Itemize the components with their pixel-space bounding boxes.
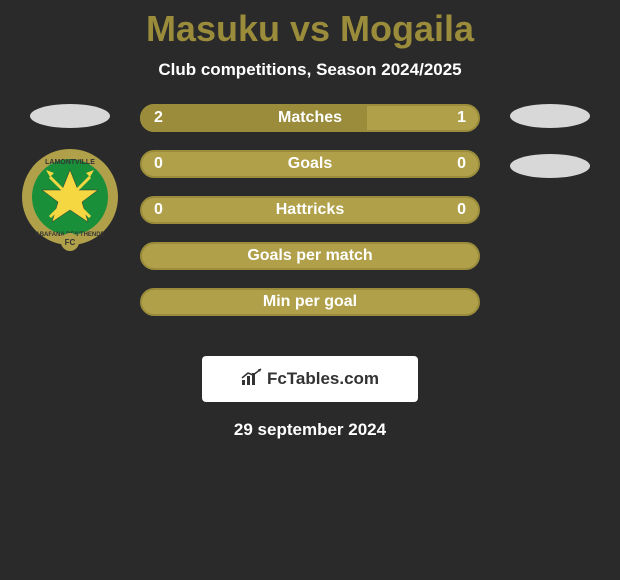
- stat-label: Goals per match: [247, 247, 372, 265]
- stat-left-value: 0: [154, 155, 163, 173]
- stat-row-hattricks: 0 0 Hattricks: [140, 196, 480, 224]
- stat-right-value: 0: [457, 155, 466, 173]
- stat-right-value: 1: [457, 109, 466, 127]
- stat-row-min-per-goal: Min per goal: [140, 288, 480, 316]
- team-badge-left: LAMONTVILLE ABAFANA BES'THENDE FC: [20, 142, 120, 252]
- date-text: 29 september 2024: [0, 420, 620, 440]
- stat-row-goals: 0 0 Goals: [140, 150, 480, 178]
- stat-left-value: 0: [154, 201, 163, 219]
- svg-text:FC: FC: [65, 238, 76, 247]
- page-title: Masuku vs Mogaila: [0, 8, 620, 50]
- stat-label: Hattricks: [276, 201, 344, 219]
- page-subtitle: Club competitions, Season 2024/2025: [0, 60, 620, 80]
- stat-bars: 2 1 Matches 0 0 Goals 0 0 Hattricks Goals per mat…: [140, 104, 480, 316]
- stat-row-matches: 2 1 Matches: [140, 104, 480, 132]
- left-player-col: LAMONTVILLE ABAFANA BES'THENDE FC: [20, 104, 120, 252]
- stat-label: Goals: [288, 155, 332, 173]
- player-right-avatar-placeholder-2: [510, 154, 590, 178]
- comparison-area: LAMONTVILLE ABAFANA BES'THENDE FC 2 1 Matc…: [0, 104, 620, 334]
- brand-box: FcTables.com: [202, 356, 418, 402]
- stat-left-value: 2: [154, 109, 163, 127]
- stat-label: Matches: [278, 109, 342, 127]
- stat-right-value: 0: [457, 201, 466, 219]
- player-left-avatar-placeholder: [30, 104, 110, 128]
- brand-text: FcTables.com: [267, 369, 379, 389]
- player-right-avatar-placeholder-1: [510, 104, 590, 128]
- stat-row-goals-per-match: Goals per match: [140, 242, 480, 270]
- chart-icon: [241, 368, 263, 391]
- badge-text-top: LAMONTVILLE: [45, 159, 95, 166]
- right-player-col: [500, 104, 600, 178]
- stat-label: Min per goal: [263, 293, 357, 311]
